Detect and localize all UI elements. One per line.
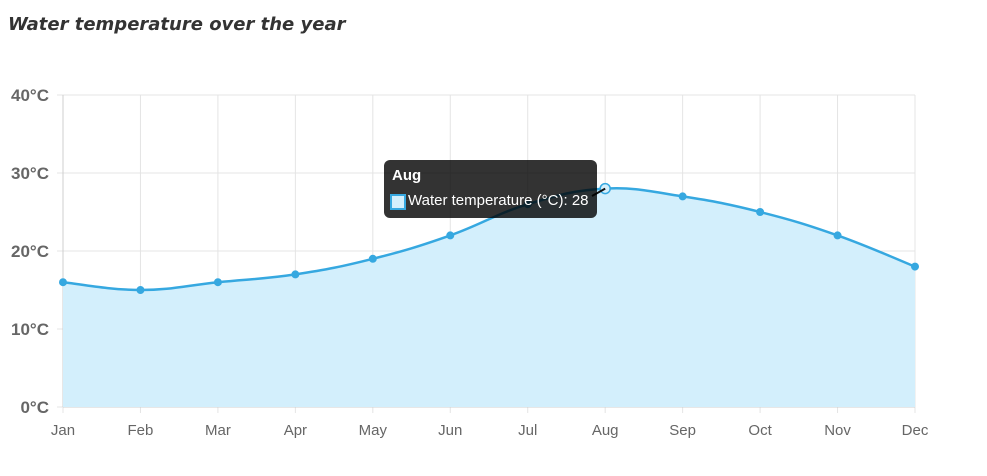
y-tick-label: 40°C <box>11 86 49 105</box>
x-tick-label: Jan <box>51 422 75 439</box>
tooltip-title: Aug <box>392 167 422 184</box>
data-point-apr[interactable] <box>291 270 300 279</box>
data-point-mar[interactable] <box>213 278 222 287</box>
x-tick-label: Nov <box>824 422 851 439</box>
chart-title: Water temperature over the year <box>8 14 346 35</box>
x-tick-label: Jun <box>438 422 462 439</box>
y-tick-label: 0°C <box>20 398 49 417</box>
data-point-jan[interactable] <box>59 278 67 287</box>
tooltip-color-swatch <box>390 194 406 210</box>
temperature-area <box>63 188 915 407</box>
x-tick-label: Apr <box>284 422 307 439</box>
data-point-sep[interactable] <box>678 192 687 201</box>
data-point-dec[interactable] <box>911 262 919 271</box>
data-point-jun[interactable] <box>446 231 455 240</box>
tooltip: Aug Water temperature (°C): 28 <box>384 160 597 218</box>
data-point-oct[interactable] <box>756 208 765 216</box>
x-tick-label: May <box>359 422 388 439</box>
x-tick-label: Aug <box>592 422 619 439</box>
data-point-feb[interactable] <box>136 286 145 294</box>
x-tick-label: Mar <box>205 422 231 439</box>
x-tick-label: Sep <box>669 422 696 439</box>
x-tick-label: Feb <box>128 422 154 439</box>
x-tick-label: Dec <box>902 422 929 439</box>
data-point-nov[interactable] <box>833 231 842 240</box>
tooltip-label: Water temperature (°C): 28 <box>408 192 589 209</box>
y-tick-label: 20°C <box>11 242 49 261</box>
x-tick-label: Oct <box>748 422 772 439</box>
x-axis-labels: Jan Feb Mar Apr May Jun Jul Aug Sep Oct Nov Dec <box>51 422 929 439</box>
data-point-may[interactable] <box>368 254 377 263</box>
y-axis-labels: 0°C 10°C 20°C 30°C 40°C <box>11 86 49 417</box>
x-tick-label: Jul <box>518 422 537 439</box>
y-tick-label: 10°C <box>11 320 49 339</box>
y-tick-label: 30°C <box>11 164 49 183</box>
